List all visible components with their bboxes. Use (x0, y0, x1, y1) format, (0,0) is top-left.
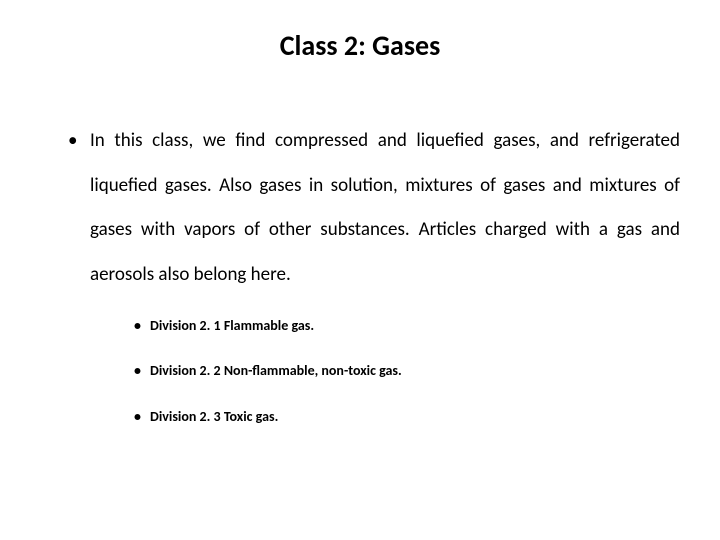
sub-bullet-item: Division 2. 1 Flammable gas. (134, 316, 680, 336)
slide-title: Class 2: Gases (40, 28, 680, 63)
sub-bullet-item: Division 2. 3 Toxic gas. (134, 407, 680, 427)
main-bullet-list: In this class, we find compressed and li… (40, 119, 680, 426)
main-bullet-text: In this class, we find compressed and li… (90, 129, 680, 286)
slide-container: Class 2: Gases In this class, we find co… (0, 0, 720, 540)
sub-bullet-text: Division 2. 2 Non-flammable, non-toxic g… (150, 362, 402, 379)
sub-bullet-text: Division 2. 1 Flammable gas. (150, 317, 314, 334)
sub-bullet-list: Division 2. 1 Flammable gas. Division 2.… (90, 316, 680, 427)
sub-bullet-text: Division 2. 3 Toxic gas. (150, 408, 278, 425)
sub-bullet-item: Division 2. 2 Non-flammable, non-toxic g… (134, 361, 680, 381)
main-bullet-item: In this class, we find compressed and li… (68, 119, 680, 426)
